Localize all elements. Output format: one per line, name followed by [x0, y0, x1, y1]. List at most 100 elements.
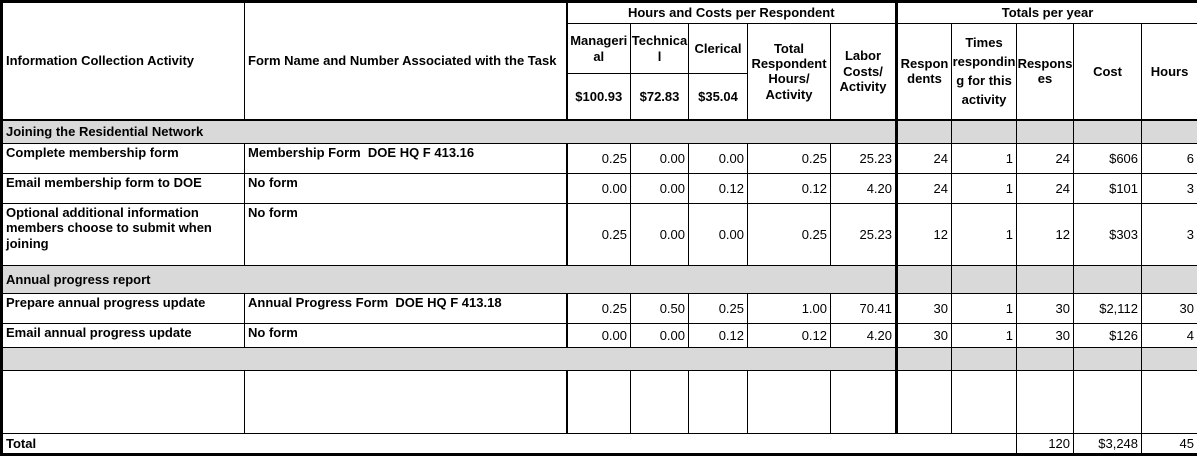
- header-responses: Responses: [1016, 23, 1075, 121]
- empty-cell: [951, 347, 1018, 371]
- cell-responses: 12: [1016, 203, 1075, 266]
- empty-cell: [895, 347, 953, 371]
- cell-activity: Optional additional information members …: [1, 203, 245, 266]
- cell-total-hours: 0.12: [747, 323, 831, 348]
- empty-cell: [951, 370, 1018, 434]
- cell-technical: 0.00: [630, 173, 689, 204]
- cell-form: No form: [244, 323, 567, 348]
- header-technical: Technical: [630, 23, 689, 74]
- total-cost: $3,248: [1073, 433, 1143, 455]
- cell-clerical: 0.12: [688, 323, 748, 348]
- cell-total-hours: 1.00: [747, 293, 831, 324]
- cell-hours: 30: [1141, 293, 1197, 324]
- cell-respondents: 30: [895, 293, 953, 324]
- total-responses: 120: [1016, 433, 1075, 455]
- cell-technical: 0.50: [630, 293, 689, 324]
- empty-cell: [244, 370, 567, 434]
- empty-cell: [1073, 347, 1143, 371]
- table-row: Complete membership form Membership Form…: [1, 143, 1197, 174]
- cell-labor-cost: 25.23: [829, 203, 898, 266]
- empty-cell: [1073, 119, 1143, 144]
- cell-clerical: 0.00: [688, 203, 748, 266]
- cell-managerial: 0.00: [565, 323, 631, 348]
- header-respondents: Respondents: [895, 23, 953, 121]
- table-row: Email membership form to DOE No form 0.0…: [1, 173, 1197, 204]
- cell-labor-cost: 25.23: [829, 143, 898, 174]
- section-title-joining: Joining the Residential Network: [0, 119, 898, 144]
- cell-cost: $101: [1073, 173, 1143, 204]
- cell-responses: 30: [1016, 323, 1075, 348]
- empty-cell: [951, 265, 1018, 294]
- cell-form: No form: [244, 173, 567, 204]
- cell-technical: 0.00: [630, 323, 689, 348]
- cell-hours: 3: [1141, 203, 1197, 266]
- cell-form: Annual Progress Form DOE HQ F 413.18: [244, 293, 567, 324]
- header-group-totals: Totals per year: [895, 1, 1197, 24]
- cell-respondents: 12: [895, 203, 953, 266]
- cell-respondents: 24: [895, 173, 953, 204]
- empty-section-row: [0, 347, 1197, 371]
- rate-technical: $72.83: [630, 73, 689, 121]
- cell-technical: 0.00: [630, 203, 689, 266]
- cell-times: 1: [951, 293, 1018, 324]
- rate-clerical: $35.04: [688, 73, 748, 121]
- header-form: Form Name and Number Associated with the…: [244, 1, 567, 121]
- total-label: Total: [0, 433, 1018, 455]
- header-group-respondent: Hours and Costs per Respondent: [565, 1, 898, 24]
- header-total-hours: Total Respondent Hours/ Activity: [747, 23, 831, 121]
- rate-managerial: $100.93: [565, 73, 631, 121]
- header-labor-costs: Labor Costs/ Activity: [829, 23, 898, 121]
- empty-cell: [1141, 370, 1197, 434]
- cell-total-hours: 0.25: [747, 203, 831, 266]
- header-subcolumns-row: Managerial Technical Clerical Total Resp…: [2, 23, 1197, 121]
- empty-cell: [951, 119, 1018, 144]
- empty-cell: [1073, 265, 1143, 294]
- section-title-annual: Annual progress report: [0, 265, 898, 294]
- empty-cell: [829, 370, 898, 434]
- header-activity: Information Collection Activity: [1, 1, 245, 121]
- table-row: Email annual progress update No form 0.0…: [1, 323, 1197, 348]
- total-hours: 45: [1141, 433, 1197, 455]
- cell-times: 1: [951, 203, 1018, 266]
- header-rates-row: $100.93 $72.83 $35.04: [2, 73, 1197, 121]
- section-row-annual: Annual progress report: [0, 265, 1197, 294]
- empty-cell: [630, 370, 689, 434]
- cell-labor-cost: 4.20: [829, 323, 898, 348]
- table-row: Prepare annual progress update Annual Pr…: [1, 293, 1197, 324]
- cell-total-hours: 0.12: [747, 173, 831, 204]
- cell-respondents: 24: [895, 143, 953, 174]
- header-times-responding-text: Times responding for this activity: [952, 35, 1016, 108]
- cell-managerial: 0.00: [565, 173, 631, 204]
- cell-times: 1: [951, 323, 1018, 348]
- cell-clerical: 0.12: [688, 173, 748, 204]
- empty-cell: [1016, 347, 1075, 371]
- table-body: Joining the Residential Network Complete…: [0, 119, 1197, 455]
- empty-cell: [1141, 119, 1197, 144]
- cell-hours: 4: [1141, 323, 1197, 348]
- cell-activity: Email membership form to DOE: [1, 173, 245, 204]
- empty-cell: [895, 265, 953, 294]
- empty-cell: [1, 370, 245, 434]
- cell-responses: 24: [1016, 173, 1075, 204]
- cell-clerical: 0.25: [688, 293, 748, 324]
- cell-cost: $606: [1073, 143, 1143, 174]
- cell-cost: $2,112: [1073, 293, 1143, 324]
- cell-managerial: 0.25: [565, 203, 631, 266]
- cell-activity: Complete membership form: [1, 143, 245, 174]
- cell-total-hours: 0.25: [747, 143, 831, 174]
- header-clerical: Clerical: [688, 23, 748, 74]
- empty-cell: [747, 370, 831, 434]
- empty-cell: [895, 370, 953, 434]
- cell-hours: 6: [1141, 143, 1197, 174]
- cell-form: Membership Form DOE HQ F 413.16: [244, 143, 567, 174]
- header-group-row: Information Collection Activity Form Nam…: [1, 1, 1197, 121]
- cell-labor-cost: 4.20: [829, 173, 898, 204]
- cell-managerial: 0.25: [565, 293, 631, 324]
- cell-technical: 0.00: [630, 143, 689, 174]
- cell-labor-cost: 70.41: [829, 293, 898, 324]
- cell-responses: 24: [1016, 143, 1075, 174]
- cell-respondents: 30: [895, 323, 953, 348]
- cell-activity: Email annual progress update: [1, 323, 245, 348]
- empty-cell: [688, 370, 748, 434]
- cell-times: 1: [951, 143, 1018, 174]
